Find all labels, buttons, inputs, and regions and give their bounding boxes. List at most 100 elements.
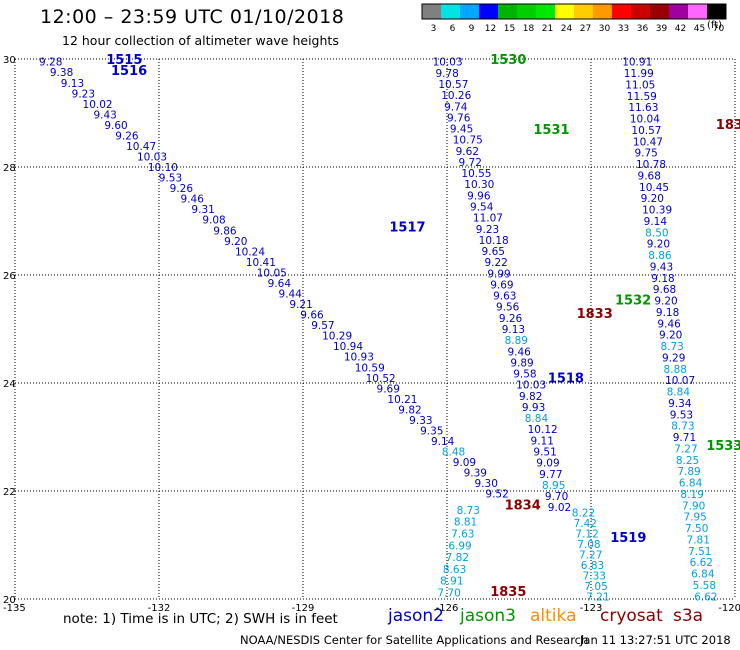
wave-height-value: 9.56: [496, 302, 520, 314]
wave-height-value: 7.82: [446, 552, 469, 564]
wave-height-value: 7.90: [682, 500, 705, 512]
wave-height-value: 7.08: [577, 539, 600, 551]
wave-height-value: 9.78: [435, 68, 458, 80]
wave-height-value: 6.99: [448, 540, 471, 552]
wave-height-value: 9.14: [431, 436, 455, 448]
wave-height-value: 9.76: [447, 112, 471, 124]
wave-height-value: 10.07: [665, 375, 695, 387]
wave-height-value: 9.64: [268, 278, 292, 290]
legend-swatch-12: [479, 4, 498, 19]
wave-height-value: 9.09: [536, 458, 559, 470]
wave-height-value: 9.53: [670, 409, 693, 421]
wave-height-value: 10.78: [636, 159, 666, 171]
wave-height-value: 11.07: [473, 213, 503, 225]
legend-label-30: 30: [599, 24, 611, 34]
wave-height-value: 8.89: [505, 335, 528, 347]
wave-height-value: 7.33: [583, 570, 606, 582]
wave-height-value: 9.09: [453, 457, 476, 469]
wave-height-value: 10.57: [438, 79, 468, 91]
wave-height-value: 5.58: [693, 580, 716, 592]
wave-height-value: 7.89: [677, 466, 700, 478]
wave-height-value: 9.68: [653, 284, 676, 296]
wave-height-value: 8.48: [442, 447, 465, 459]
legend-swatch-70: [707, 4, 726, 19]
wave-height-value: 9.54: [470, 201, 494, 213]
wave-height-value: 9.21: [289, 299, 312, 311]
wave-height-value: 9.20: [659, 330, 682, 342]
wave-height-value: 9.65: [482, 246, 505, 258]
x-tick-label: -120: [718, 603, 740, 614]
wave-height-value: 9.29: [662, 352, 685, 364]
legend-frame: [421, 3, 727, 20]
wave-height-value: 10.18: [479, 235, 509, 247]
wave-height-value: 9.38: [50, 67, 73, 79]
y-tick-label: 28: [3, 163, 16, 174]
wave-height-value: 9.18: [651, 273, 674, 285]
pass-number-label: 1515: [106, 53, 142, 68]
wave-height-value: 10.47: [126, 141, 156, 153]
wave-height-value: 7.50: [685, 523, 708, 535]
wave-height-value: 9.39: [464, 468, 487, 480]
wave-height-value: 9.53: [159, 173, 182, 185]
pass-number-label: 1533: [706, 439, 740, 454]
wave-height-value: 10.47: [633, 136, 663, 148]
legend-label-27: 27: [580, 24, 591, 34]
wave-height-value: 9.31: [191, 204, 214, 216]
legend-label-33: 33: [618, 24, 629, 34]
wave-height-value: 9.20: [647, 239, 670, 251]
legend-label-9: 9: [469, 24, 475, 34]
wave-height-value: 9.75: [634, 148, 657, 160]
wave-height-value: 9.28: [39, 57, 62, 69]
footnote: note: 1) Time is in UTC; 2) SWH is in fe…: [63, 611, 338, 627]
wave-height-value: 7.42: [574, 518, 597, 530]
wave-height-value: 11.59: [627, 91, 657, 103]
legend-swatch-33: [612, 4, 631, 19]
wave-height-value: 9.89: [510, 357, 533, 369]
wave-height-value: 10.41: [246, 257, 276, 269]
wave-height-value: 8.50: [645, 227, 668, 239]
pass-number-label: 1835: [490, 585, 526, 600]
wave-height-value: 9.86: [213, 225, 237, 237]
legend-label-70: 70: [713, 24, 725, 34]
wave-height-value: 9.43: [650, 261, 673, 273]
legend-label-12: 12: [485, 24, 496, 34]
wave-height-value: 8.73: [457, 505, 480, 517]
legend-label-6: 6: [450, 24, 456, 34]
wave-height-value: 9.30: [475, 478, 498, 490]
wave-height-value: 10.12: [528, 424, 558, 436]
wave-height-value: 8.22: [572, 508, 595, 520]
wave-height-value: 9.93: [522, 402, 545, 414]
wave-height-value: 11.99: [624, 68, 654, 80]
wave-height-value: 10.57: [631, 125, 661, 137]
wave-height-value: 7.81: [687, 534, 710, 546]
wave-height-value: 7.95: [683, 512, 706, 524]
wave-height-value: 9.44: [279, 289, 303, 301]
legend-swatch-15: [498, 4, 517, 19]
wave-height-value: 8.88: [664, 364, 687, 376]
wave-height-value: 7.27: [579, 549, 602, 561]
legend-label-45: 45: [694, 24, 705, 34]
wave-height-value: 9.68: [638, 170, 661, 182]
pass-number-label: 1832: [716, 118, 740, 133]
wave-height-value: 7.05: [584, 581, 607, 593]
legend-altika: altika: [530, 606, 577, 626]
wave-height-value: 9.26: [499, 313, 523, 325]
legend-label-18: 18: [523, 24, 535, 34]
wave-height-value: 9.46: [181, 194, 205, 206]
wave-height-value: 9.26: [115, 130, 139, 142]
wave-height-value: 6.62: [690, 557, 713, 569]
legend-cryosat: cryosat: [600, 606, 663, 626]
x-tick-label: -126: [436, 603, 459, 614]
wave-height-value: 9.33: [409, 415, 432, 427]
wave-height-value: 7.51: [688, 546, 711, 558]
wave-height-value: 8.19: [680, 489, 703, 501]
wave-height-value: 10.04: [630, 114, 660, 126]
pass-number-label: 1833: [577, 307, 613, 322]
wave-height-value: 7.70: [437, 588, 460, 600]
wave-height-value: 8.25: [676, 455, 699, 467]
wave-height-value: 11.63: [628, 102, 658, 114]
wave-height-value: 10.24: [235, 246, 265, 258]
wave-height-value: 10.26: [441, 90, 471, 102]
legend-swatch-27: [574, 4, 593, 19]
